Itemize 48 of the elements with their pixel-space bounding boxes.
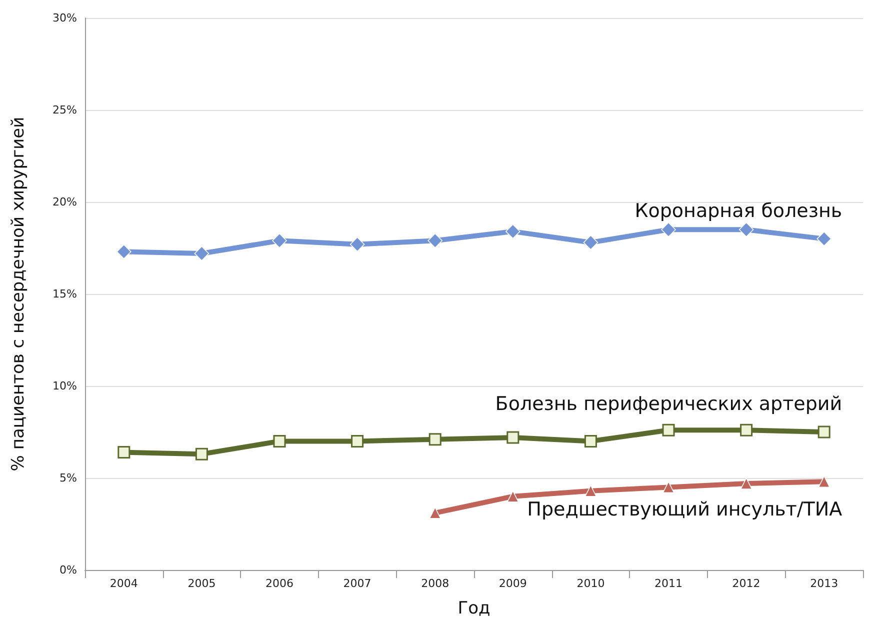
point: [740, 424, 753, 436]
x-tick-label: 2011: [654, 577, 682, 590]
point: [738, 222, 754, 237]
point: [351, 434, 364, 448]
x-tick-label: 2010: [576, 577, 605, 590]
series-label: Болезнь периферических артерий: [495, 393, 842, 415]
y-tick-label: 20%: [52, 196, 77, 208]
x-tick-label: 2013: [810, 577, 838, 590]
x-axis-title: Год: [458, 598, 490, 618]
point: [816, 231, 832, 246]
y-tick-label: 15%: [52, 288, 77, 300]
point: [661, 222, 676, 237]
point: [195, 448, 208, 460]
point: [506, 431, 520, 444]
point: [818, 476, 830, 488]
point: [506, 224, 520, 239]
point: [584, 484, 597, 497]
y-tick-label: 30%: [52, 12, 77, 24]
point: [818, 426, 830, 438]
series-label: Предшествующий инсульт/ТИА: [527, 498, 842, 521]
point: [662, 481, 674, 494]
point: [350, 236, 365, 252]
point: [662, 424, 675, 436]
point: [429, 507, 441, 519]
x-tick-label: 2009: [498, 577, 527, 590]
x-tick-label: 2007: [343, 577, 372, 590]
point: [116, 244, 132, 260]
point: [583, 235, 598, 250]
x-tick-label: 2004: [110, 577, 138, 590]
y-tick-label: 10%: [52, 380, 77, 392]
point: [428, 233, 442, 248]
x-tick-label: 2012: [732, 577, 760, 590]
x-tick-label: 2005: [188, 577, 216, 590]
point: [194, 246, 210, 261]
point: [272, 233, 287, 248]
point: [740, 478, 752, 490]
point: [273, 434, 286, 448]
point: [118, 446, 130, 458]
y-axis-title: % пациентов с несердечной хирургией: [8, 116, 28, 472]
y-tick-label: 5%: [60, 472, 77, 484]
series-label: Коронарная болезнь: [634, 200, 842, 222]
x-tick-label: 2006: [266, 577, 294, 590]
point: [428, 433, 442, 446]
x-tick-label: 2008: [421, 577, 450, 590]
point: [507, 490, 519, 502]
point: [584, 434, 597, 448]
y-tick-label: 0%: [60, 564, 77, 576]
y-tick-label: 25%: [52, 104, 77, 116]
